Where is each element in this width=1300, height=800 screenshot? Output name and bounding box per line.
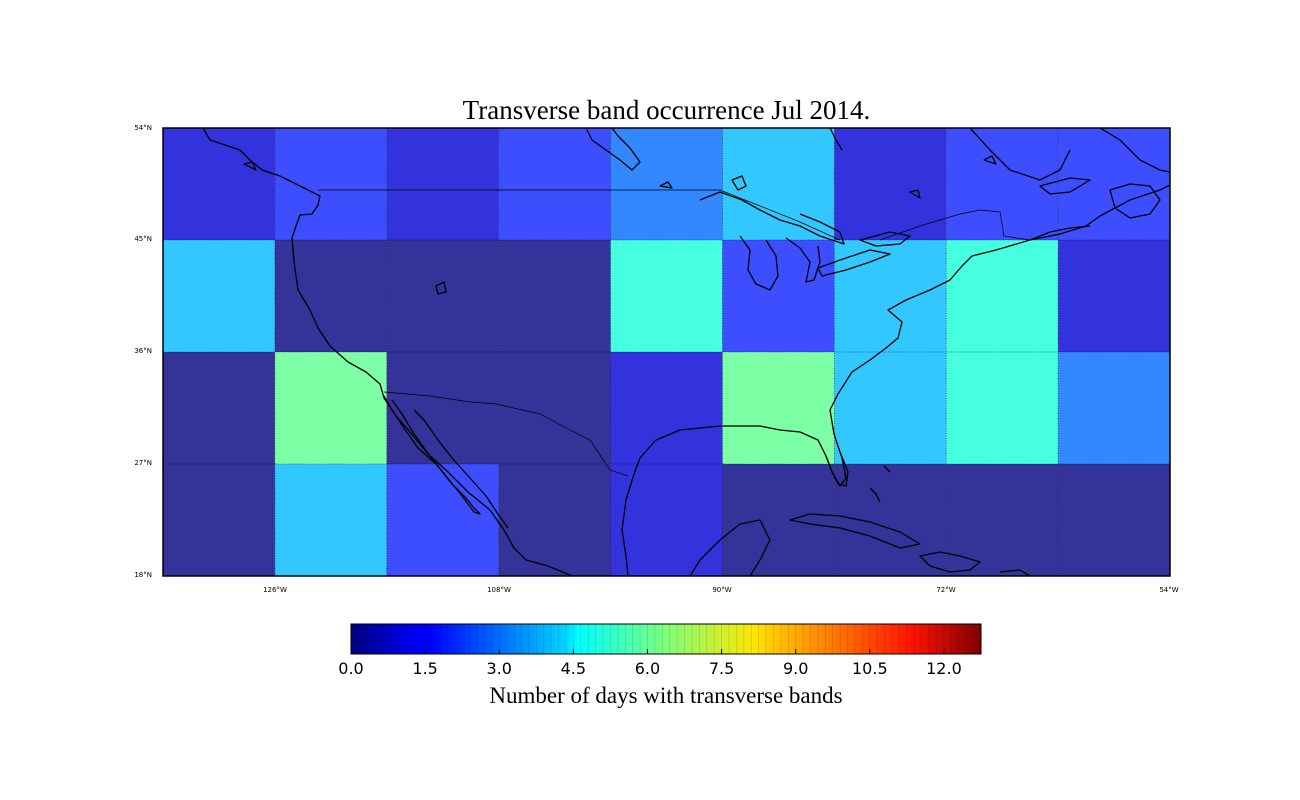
lat-label: 36°N bbox=[134, 347, 152, 355]
heatmap-cell bbox=[386, 128, 499, 240]
heatmap-cell bbox=[834, 240, 947, 352]
colorbar-tick-label: 0.0 bbox=[338, 659, 363, 678]
heatmap-cell bbox=[946, 352, 1059, 464]
country-borders bbox=[318, 189, 1031, 477]
heatmap-cell bbox=[946, 128, 1059, 240]
heatmap-cell bbox=[386, 464, 499, 576]
heatmap-cell bbox=[610, 240, 723, 352]
heatmap-cell bbox=[498, 464, 611, 576]
map-gridlines bbox=[163, 128, 1170, 576]
heatmap-cell bbox=[163, 128, 275, 240]
heatmap-cell bbox=[498, 240, 611, 352]
lon-label: 126°W bbox=[263, 586, 287, 594]
lon-label: 90°W bbox=[712, 586, 731, 594]
lon-label: 72°W bbox=[936, 586, 955, 594]
colorbar-tick-label: 7.5 bbox=[709, 659, 734, 678]
colorbar-tick-label: 9.0 bbox=[783, 659, 808, 678]
coastlines bbox=[202, 128, 1170, 576]
colorbar-tick-label: 1.5 bbox=[412, 659, 437, 678]
colorbar-tick-label: 4.5 bbox=[561, 659, 586, 678]
latitude-labels: 54°N 45°N 36°N 27°N 18°N bbox=[134, 124, 152, 579]
heatmap-cell bbox=[946, 464, 1059, 576]
heatmap-cell bbox=[1058, 240, 1170, 352]
heatmap-cell bbox=[722, 240, 835, 352]
heatmap-cell bbox=[498, 352, 611, 464]
heatmap-cell bbox=[274, 128, 387, 240]
heatmap-cell bbox=[274, 352, 387, 464]
heatmap-cell bbox=[834, 352, 947, 464]
lat-label: 45°N bbox=[134, 235, 152, 243]
heatmap-cell bbox=[163, 240, 275, 352]
colorbar-ticks: 0.0 1.5 3.0 4.5 6.0 7.5 9.0 10.5 12.0 bbox=[338, 649, 962, 678]
heatmap-cell bbox=[1058, 352, 1170, 464]
heatmap-cell bbox=[498, 128, 611, 240]
colorbar-gradient bbox=[350, 623, 982, 655]
heatmap-cell bbox=[386, 240, 499, 352]
map-frame bbox=[162, 127, 1171, 577]
heatmap-cell bbox=[610, 464, 723, 576]
heatmap-cells bbox=[163, 128, 1170, 576]
heatmap-cell bbox=[610, 352, 723, 464]
lon-label: 108°W bbox=[487, 586, 511, 594]
colorbar-tick-label: 6.0 bbox=[635, 659, 660, 678]
heatmap-cell bbox=[1058, 464, 1170, 576]
map-title: Transverse band occurrence Jul 2014. bbox=[462, 95, 871, 125]
heatmap-cell bbox=[1058, 128, 1170, 240]
heatmap-cell bbox=[834, 464, 947, 576]
colorbar-label: Number of days with transverse bands bbox=[489, 683, 843, 708]
colorbar-tick-label: 12.0 bbox=[926, 659, 962, 678]
heatmap-cell bbox=[722, 128, 835, 240]
lat-label: 54°N bbox=[134, 124, 152, 132]
heatmap-cell bbox=[834, 128, 947, 240]
heatmap-cell bbox=[946, 240, 1059, 352]
colorbar-tick-label: 3.0 bbox=[487, 659, 512, 678]
colorbar-tick-label: 10.5 bbox=[852, 659, 888, 678]
heatmap-cell bbox=[163, 464, 275, 576]
colorbar-steps bbox=[358, 624, 974, 654]
heatmap-cell bbox=[386, 352, 499, 464]
heatmap-cell bbox=[722, 464, 835, 576]
lat-label: 18°N bbox=[134, 571, 152, 579]
lat-label: 27°N bbox=[134, 459, 152, 467]
heatmap-cell bbox=[274, 240, 387, 352]
heatmap-cell bbox=[274, 464, 387, 576]
heatmap-cell bbox=[163, 352, 275, 464]
colorbar: 0.0 1.5 3.0 4.5 6.0 7.5 9.0 10.5 12.0 bbox=[338, 623, 982, 678]
longitude-labels: 126°W 108°W 90°W 72°W 54°W bbox=[263, 586, 1179, 594]
lon-label: 54°W bbox=[1159, 586, 1178, 594]
heatmap-cell bbox=[722, 352, 835, 464]
